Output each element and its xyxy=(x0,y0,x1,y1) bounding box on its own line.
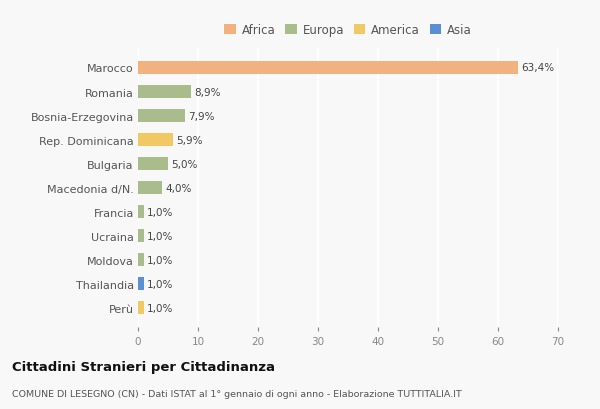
Text: 1,0%: 1,0% xyxy=(147,255,173,265)
Bar xyxy=(138,205,144,219)
Bar xyxy=(138,301,144,315)
Text: 5,0%: 5,0% xyxy=(171,159,197,169)
Text: Cittadini Stranieri per Cittadinanza: Cittadini Stranieri per Cittadinanza xyxy=(12,360,275,373)
Bar xyxy=(138,110,185,123)
Text: COMUNE DI LESEGNO (CN) - Dati ISTAT al 1° gennaio di ogni anno - Elaborazione TU: COMUNE DI LESEGNO (CN) - Dati ISTAT al 1… xyxy=(12,389,462,398)
Bar xyxy=(138,254,144,267)
Bar xyxy=(138,62,518,75)
Bar xyxy=(138,277,144,290)
Text: 1,0%: 1,0% xyxy=(147,279,173,289)
Text: 7,9%: 7,9% xyxy=(188,111,215,121)
Text: 5,9%: 5,9% xyxy=(176,135,203,145)
Legend: Africa, Europa, America, Asia: Africa, Europa, America, Asia xyxy=(221,22,475,39)
Text: 63,4%: 63,4% xyxy=(521,63,554,73)
Bar xyxy=(138,182,162,195)
Bar xyxy=(138,157,168,171)
Text: 1,0%: 1,0% xyxy=(147,303,173,313)
Bar xyxy=(138,134,173,147)
Bar xyxy=(138,86,191,99)
Text: 4,0%: 4,0% xyxy=(165,183,191,193)
Text: 1,0%: 1,0% xyxy=(147,207,173,217)
Bar xyxy=(138,229,144,243)
Text: 1,0%: 1,0% xyxy=(147,231,173,241)
Text: 8,9%: 8,9% xyxy=(194,87,221,97)
